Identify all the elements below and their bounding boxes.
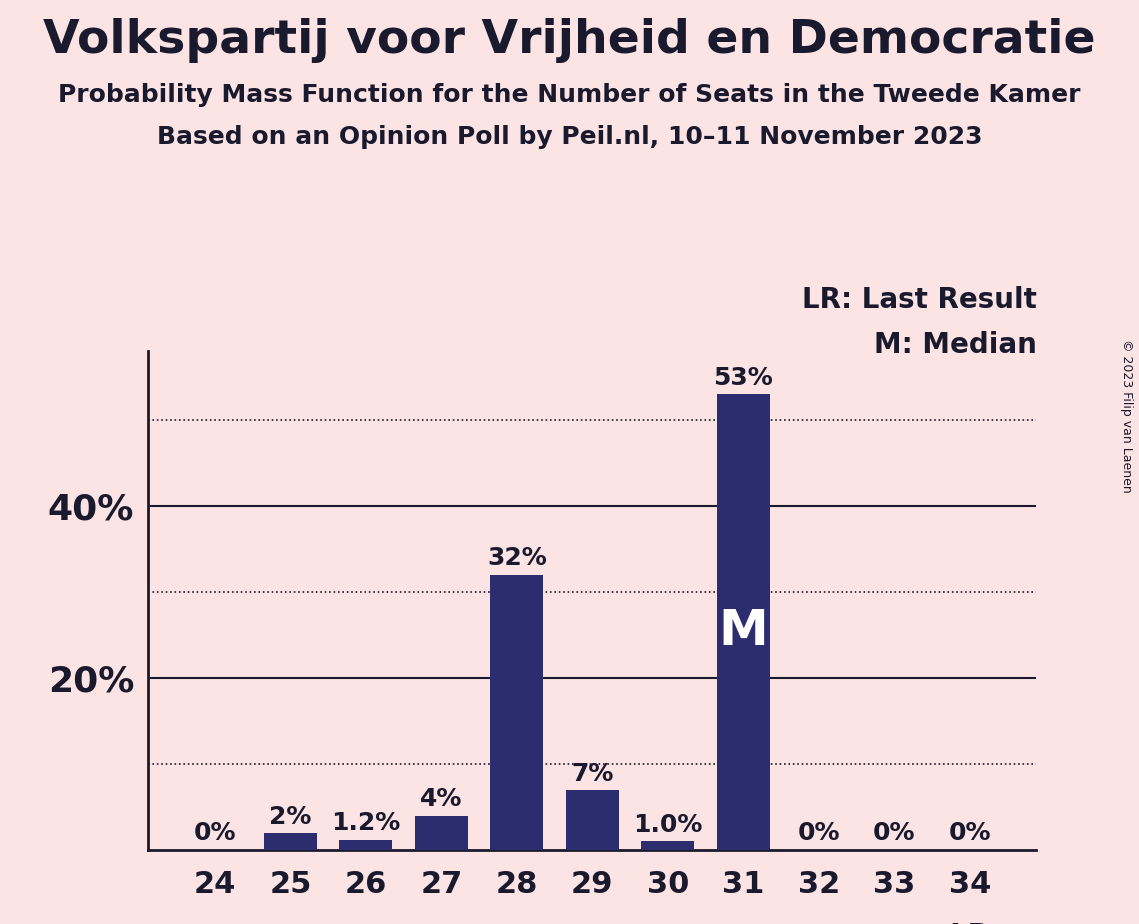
Text: 0%: 0% <box>872 821 916 845</box>
Text: M: M <box>719 607 768 655</box>
Text: LR: LR <box>949 922 990 924</box>
Bar <box>339 840 392 850</box>
Text: LR: Last Result: LR: Last Result <box>802 286 1036 314</box>
Text: Based on an Opinion Poll by Peil.nl, 10–11 November 2023: Based on an Opinion Poll by Peil.nl, 10–… <box>157 125 982 149</box>
Text: Volkspartij voor Vrijheid en Democratie: Volkspartij voor Vrijheid en Democratie <box>43 18 1096 64</box>
Text: © 2023 Filip van Laenen: © 2023 Filip van Laenen <box>1121 339 1133 492</box>
Text: 2%: 2% <box>269 805 312 829</box>
Bar <box>491 575 543 850</box>
Text: 0%: 0% <box>797 821 839 845</box>
Text: Probability Mass Function for the Number of Seats in the Tweede Kamer: Probability Mass Function for the Number… <box>58 83 1081 107</box>
Bar <box>716 395 770 850</box>
Text: 32%: 32% <box>487 546 547 570</box>
Text: 0%: 0% <box>949 821 991 845</box>
Text: 1.0%: 1.0% <box>633 813 703 837</box>
Bar <box>264 833 317 850</box>
Text: 7%: 7% <box>571 761 614 785</box>
Text: 4%: 4% <box>420 787 462 811</box>
Bar <box>415 816 468 850</box>
Text: M: Median: M: Median <box>874 331 1036 359</box>
Bar <box>641 842 694 850</box>
Text: 53%: 53% <box>713 366 773 390</box>
Text: 1.2%: 1.2% <box>331 811 401 835</box>
Text: 0%: 0% <box>194 821 236 845</box>
Bar <box>566 790 618 850</box>
